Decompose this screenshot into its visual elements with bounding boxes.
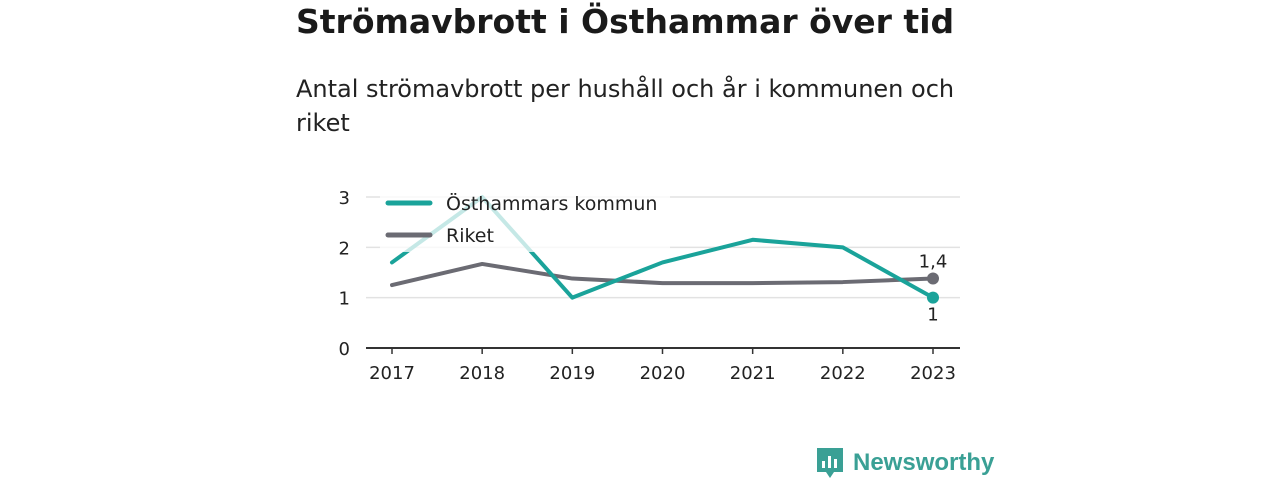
y-axis-labels: 0 1 2 3 — [339, 188, 350, 360]
end-markers: 11,4 — [919, 252, 948, 326]
x-tick-label: 2022 — [820, 363, 866, 384]
x-tick-label: 2020 — [640, 363, 686, 384]
x-tick-label: 2017 — [369, 363, 415, 384]
x-tick-label: 2018 — [459, 363, 505, 384]
legend-background — [380, 184, 670, 252]
series-line — [390, 261, 935, 288]
legend-label: Riket — [446, 225, 494, 247]
chart-title: Strömavbrott i Östhammar över tid — [296, 2, 955, 41]
series-end-point — [927, 272, 939, 285]
y-tick-label: 1 — [339, 289, 350, 310]
x-tick-label: 2023 — [910, 363, 956, 384]
x-tick-label: 2021 — [730, 363, 776, 384]
newsworthy-brand[interactable]: Newsworthy — [815, 446, 994, 480]
legend-label: Östhammars kommun — [446, 192, 657, 215]
y-tick-label: 2 — [339, 238, 350, 259]
end-value-label: 1,4 — [919, 252, 948, 273]
chart-subtitle: Antal strömavbrott per hushåll och år i … — [296, 75, 955, 137]
series-end-point — [927, 291, 939, 304]
y-tick-label: 0 — [339, 339, 350, 360]
x-axis: 2017 2018 2019 2020 2021 2022 2023 — [366, 347, 960, 384]
brand-name: Newsworthy — [853, 449, 995, 476]
end-value-label: 1 — [927, 305, 938, 326]
x-tick-label: 2019 — [549, 363, 595, 384]
legend: Östhammars kommun Riket — [380, 184, 670, 252]
newsworthy-logo-icon — [817, 448, 843, 478]
y-tick-label: 3 — [339, 188, 350, 209]
